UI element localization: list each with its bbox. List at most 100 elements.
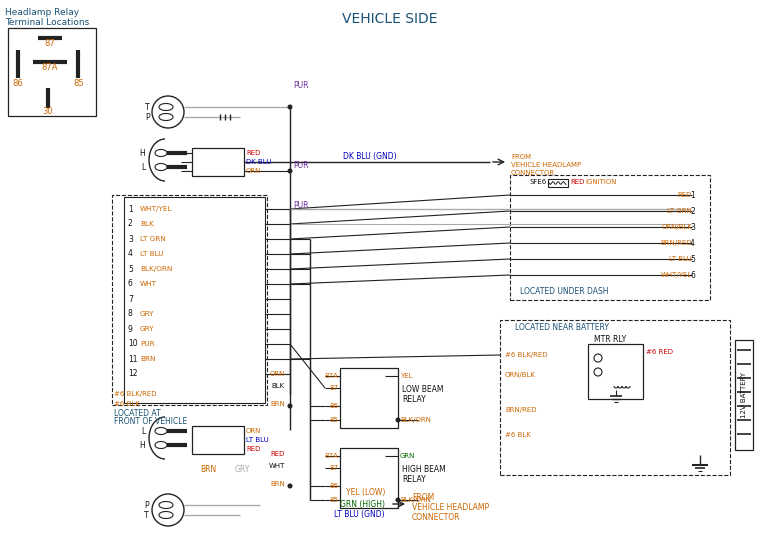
Text: LOW BEAM: LOW BEAM — [402, 386, 443, 394]
Text: LT BLU: LT BLU — [246, 437, 269, 443]
Text: ORN/BLK: ORN/BLK — [505, 372, 536, 378]
Text: RED: RED — [678, 192, 692, 198]
Text: RED: RED — [246, 446, 260, 452]
Text: MTR RLY: MTR RLY — [594, 336, 626, 345]
Text: 87A: 87A — [42, 64, 58, 73]
Text: LT GRN: LT GRN — [140, 236, 165, 242]
Text: LOCATED NEAR BATTERY: LOCATED NEAR BATTERY — [515, 324, 609, 332]
Text: WHT/YEL: WHT/YEL — [661, 272, 692, 278]
Text: ORN: ORN — [246, 428, 261, 434]
Text: DK BLU: DK BLU — [246, 159, 272, 165]
Text: HIGH BEAM: HIGH BEAM — [402, 465, 446, 474]
Text: DK BLU (GND): DK BLU (GND) — [343, 151, 397, 161]
Text: 5: 5 — [690, 254, 695, 264]
Text: 85: 85 — [329, 417, 338, 423]
Text: FRONT OF VEHICLE: FRONT OF VEHICLE — [114, 418, 187, 427]
Text: RED: RED — [570, 179, 584, 185]
Text: CONNECTOR: CONNECTOR — [511, 170, 555, 176]
Text: PUR: PUR — [293, 201, 308, 209]
Text: BRN: BRN — [270, 481, 285, 487]
Text: 12: 12 — [128, 370, 137, 378]
Text: #6 BLK/RED: #6 BLK/RED — [114, 391, 156, 397]
Text: #6 BLK: #6 BLK — [114, 401, 140, 407]
Text: YEL (LOW): YEL (LOW) — [345, 489, 385, 497]
Text: WHT/YEL: WHT/YEL — [140, 206, 172, 212]
Text: 4: 4 — [128, 249, 133, 259]
Text: Terminal Locations: Terminal Locations — [5, 18, 90, 27]
Text: ORN: ORN — [269, 371, 285, 377]
Text: GRY: GRY — [140, 326, 155, 332]
Text: 6: 6 — [690, 270, 695, 280]
Circle shape — [288, 404, 291, 408]
Text: 85: 85 — [74, 80, 84, 89]
Text: PUR: PUR — [293, 161, 308, 170]
Text: L: L — [140, 162, 145, 172]
Text: LOCATED AT: LOCATED AT — [114, 408, 161, 418]
Text: BRN: BRN — [140, 356, 156, 362]
Text: BLK: BLK — [272, 383, 285, 389]
Text: 10: 10 — [128, 340, 137, 348]
Text: ORN: ORN — [246, 168, 261, 174]
Text: PUR: PUR — [293, 80, 308, 90]
Bar — [548, 179, 568, 187]
Text: 86: 86 — [329, 483, 338, 489]
Text: CONNECTOR: CONNECTOR — [412, 512, 461, 521]
Text: T: T — [146, 102, 150, 111]
Text: 87A: 87A — [324, 373, 338, 379]
Text: 9: 9 — [128, 325, 133, 334]
Text: 8: 8 — [128, 310, 133, 319]
Text: GRN: GRN — [400, 453, 415, 459]
Text: ORN/BLK: ORN/BLK — [661, 224, 692, 230]
Text: RED: RED — [246, 150, 260, 156]
Text: IGNITION: IGNITION — [585, 179, 616, 185]
Text: 87A: 87A — [324, 453, 338, 459]
Bar — [340, 368, 398, 428]
Text: LT BLU: LT BLU — [140, 251, 163, 257]
Bar — [112, 195, 267, 405]
Text: BRN/RED: BRN/RED — [505, 407, 537, 413]
Text: 30: 30 — [43, 107, 53, 116]
Circle shape — [288, 169, 291, 173]
Text: #6 RED: #6 RED — [646, 349, 673, 355]
Text: FROM: FROM — [412, 494, 434, 502]
Text: P: P — [144, 500, 149, 510]
Bar — [340, 448, 398, 508]
Text: PUR: PUR — [140, 341, 155, 347]
Text: 87: 87 — [329, 465, 338, 471]
Text: 1: 1 — [128, 204, 133, 213]
Bar — [192, 426, 244, 454]
Text: #6 BLK: #6 BLK — [505, 432, 531, 438]
Bar — [8, 28, 96, 116]
Text: VEHICLE HEADLAMP: VEHICLE HEADLAMP — [412, 502, 489, 511]
Text: 12V BATTERY: 12V BATTERY — [741, 372, 747, 418]
Text: 2: 2 — [690, 207, 695, 216]
Text: BLK/ORN: BLK/ORN — [400, 497, 431, 503]
Text: BLK/ORN: BLK/ORN — [400, 417, 431, 423]
Text: LT BLU: LT BLU — [669, 256, 692, 262]
Circle shape — [288, 105, 291, 109]
Text: #6 BLK/RED: #6 BLK/RED — [505, 352, 547, 358]
Text: H: H — [139, 148, 145, 157]
Text: 3: 3 — [128, 234, 133, 244]
Text: T: T — [144, 510, 149, 520]
Text: 2: 2 — [128, 219, 133, 228]
Text: YEL: YEL — [400, 373, 412, 379]
Text: 87: 87 — [329, 385, 338, 391]
Bar — [124, 197, 265, 403]
Text: WHT: WHT — [269, 463, 285, 469]
Text: 3: 3 — [690, 223, 695, 232]
Bar — [510, 175, 710, 300]
Text: GRY: GRY — [235, 465, 250, 474]
Text: 86: 86 — [13, 80, 24, 89]
Text: LT BLU (GND): LT BLU (GND) — [335, 510, 385, 520]
Text: BRN: BRN — [270, 401, 285, 407]
Text: BRN: BRN — [200, 465, 216, 474]
Text: H: H — [139, 440, 145, 449]
Text: RELAY: RELAY — [402, 396, 426, 404]
Text: 7: 7 — [128, 295, 133, 304]
Text: GRY: GRY — [140, 311, 155, 317]
Text: SFE6: SFE6 — [530, 179, 547, 185]
Text: RELAY: RELAY — [402, 475, 426, 485]
Text: P: P — [146, 112, 150, 121]
Text: L: L — [140, 427, 145, 435]
